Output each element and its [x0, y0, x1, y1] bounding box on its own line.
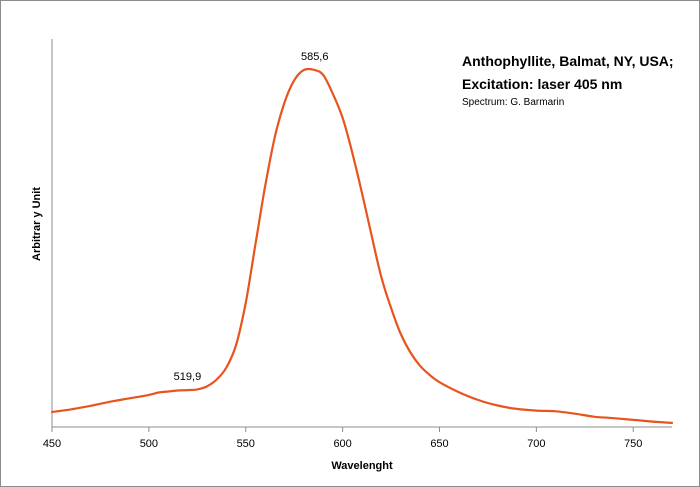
x-tick-label: 650 [430, 438, 448, 450]
x-tick-label: 450 [43, 438, 61, 450]
series-group [50, 67, 674, 424]
spectrum-line [50, 67, 674, 424]
x-ticks: 450 500 550 600 650 700 750 [43, 427, 642, 450]
chart-title-line-2: Excitation: laser 405 nm [462, 76, 622, 92]
x-tick-label: 750 [624, 438, 642, 450]
x-tick-label: 550 [237, 438, 255, 450]
peak-labels: 519,9 585,6 [174, 51, 329, 383]
x-tick-label: 500 [140, 438, 158, 450]
x-tick-label: 600 [333, 438, 351, 450]
chart-subtitle: Spectrum: G. Barmarin [462, 97, 564, 108]
x-tick-label: 700 [527, 438, 545, 450]
chart-title-line-1: Anthophyllite, Balmat, NY, USA; [462, 53, 674, 69]
peak-label: 585,6 [301, 51, 329, 63]
peak-label: 519,9 [174, 371, 202, 383]
x-axis-label: Wavelenght [331, 460, 393, 472]
y-axis-label: Arbitrar y Unit [31, 187, 43, 261]
